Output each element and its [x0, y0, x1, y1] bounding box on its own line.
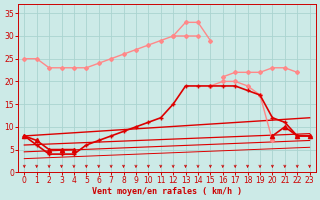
X-axis label: Vent moyen/en rafales ( km/h ): Vent moyen/en rafales ( km/h ) — [92, 187, 242, 196]
